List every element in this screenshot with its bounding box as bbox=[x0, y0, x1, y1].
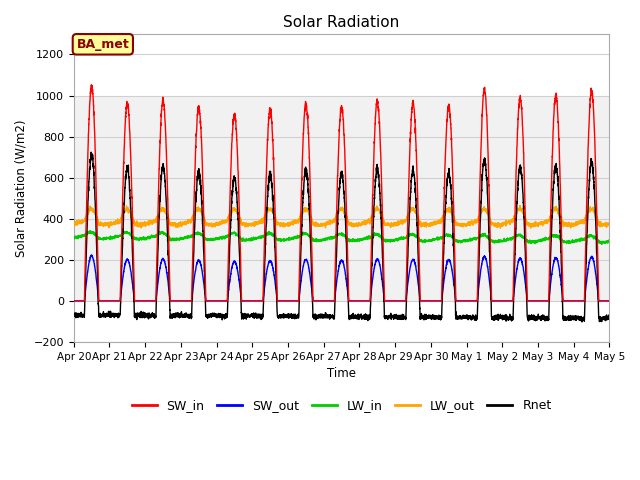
Rnet bbox=[605, 315, 613, 321]
SW_in bbox=[70, 298, 77, 304]
Y-axis label: Solar Radiation (W/m2): Solar Radiation (W/m2) bbox=[15, 119, 28, 257]
SW_in bbox=[492, 298, 500, 304]
Rnet bbox=[70, 313, 77, 319]
Legend: SW_in, SW_out, LW_in, LW_out, Rnet: SW_in, SW_out, LW_in, LW_out, Rnet bbox=[127, 395, 557, 417]
SW_out bbox=[461, 298, 469, 304]
Rnet bbox=[87, 149, 95, 155]
Line: SW_out: SW_out bbox=[74, 255, 609, 301]
LW_out bbox=[432, 221, 440, 227]
SW_in bbox=[166, 298, 174, 304]
LW_out bbox=[497, 225, 504, 231]
LW_in bbox=[598, 241, 605, 247]
LW_in bbox=[432, 237, 440, 242]
SW_in bbox=[461, 298, 469, 304]
SW_out bbox=[432, 298, 440, 304]
SW_out bbox=[70, 298, 77, 304]
LW_in bbox=[461, 239, 469, 245]
SW_in bbox=[322, 298, 330, 304]
SW_out bbox=[88, 252, 95, 258]
LW_out bbox=[321, 223, 329, 228]
LW_in bbox=[605, 238, 613, 244]
Title: Solar Radiation: Solar Radiation bbox=[284, 15, 400, 30]
LW_out bbox=[166, 221, 174, 227]
LW_in bbox=[166, 237, 174, 243]
LW_out bbox=[492, 220, 500, 226]
LW_out bbox=[461, 222, 469, 228]
Line: SW_in: SW_in bbox=[74, 85, 609, 301]
Line: LW_in: LW_in bbox=[74, 230, 609, 244]
Rnet bbox=[492, 315, 500, 321]
Rnet bbox=[461, 315, 469, 321]
Line: LW_out: LW_out bbox=[74, 205, 609, 228]
LW_in bbox=[322, 237, 330, 242]
SW_out bbox=[605, 298, 612, 304]
SW_out bbox=[322, 298, 330, 304]
Rnet bbox=[432, 316, 440, 322]
LW_in bbox=[86, 228, 94, 233]
LW_in bbox=[492, 238, 500, 244]
SW_in bbox=[605, 298, 613, 304]
SW_out bbox=[605, 298, 613, 304]
Bar bbox=[74, 96, 609, 301]
X-axis label: Time: Time bbox=[327, 367, 356, 380]
SW_in bbox=[432, 298, 440, 304]
Text: BA_met: BA_met bbox=[76, 38, 129, 51]
Rnet bbox=[605, 316, 612, 322]
LW_in bbox=[605, 240, 612, 245]
LW_out bbox=[605, 221, 612, 227]
LW_in bbox=[70, 236, 77, 241]
SW_in bbox=[605, 298, 612, 304]
LW_out bbox=[516, 203, 524, 208]
SW_out bbox=[166, 298, 174, 304]
LW_out bbox=[70, 221, 77, 227]
SW_in bbox=[88, 82, 95, 88]
Line: Rnet: Rnet bbox=[74, 152, 609, 322]
SW_out bbox=[492, 298, 500, 304]
Rnet bbox=[578, 319, 586, 325]
Rnet bbox=[166, 315, 174, 321]
Rnet bbox=[322, 310, 330, 315]
LW_out bbox=[605, 221, 613, 227]
